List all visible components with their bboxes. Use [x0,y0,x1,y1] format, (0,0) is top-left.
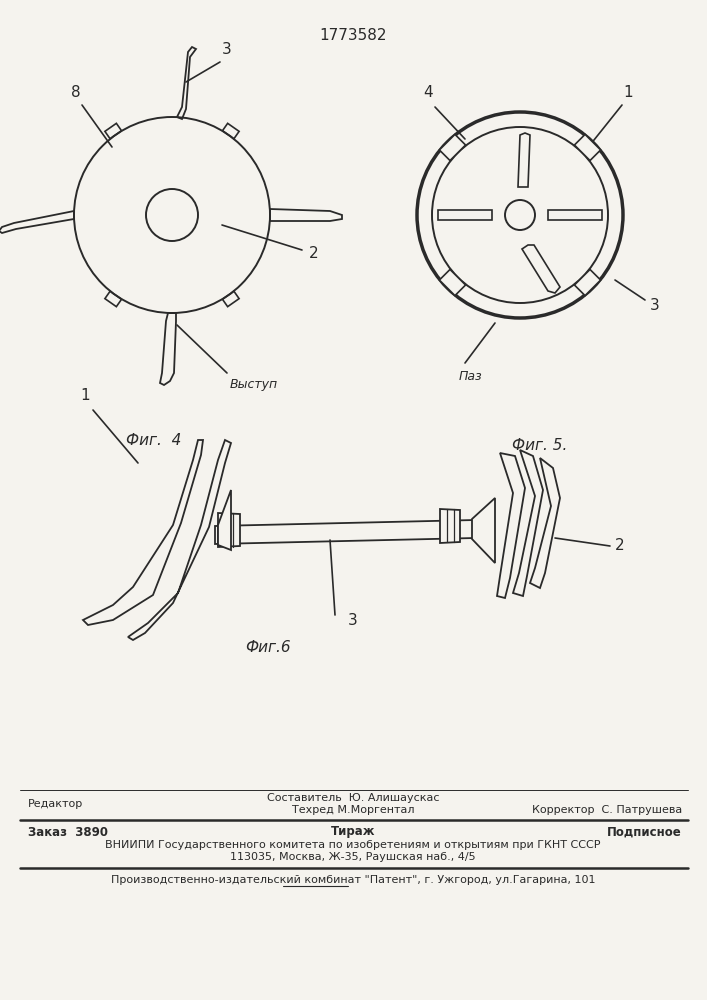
Text: Паз: Паз [458,370,481,383]
Text: 8: 8 [71,85,81,100]
Polygon shape [575,269,601,296]
Text: 3: 3 [348,613,358,628]
Polygon shape [218,490,231,550]
Polygon shape [128,440,231,640]
Polygon shape [215,520,475,544]
Text: Корректор  С. Патрушева: Корректор С. Патрушева [532,805,682,815]
Text: ВНИИПИ Государственного комитета по изобретениям и открытиям при ГКНТ СССР: ВНИИПИ Государственного комитета по изоб… [105,840,601,850]
Text: 3: 3 [650,298,660,312]
Text: 4: 4 [423,85,433,100]
Text: 113035, Москва, Ж-35, Раушская наб., 4/5: 113035, Москва, Ж-35, Раушская наб., 4/5 [230,852,476,862]
Circle shape [432,127,608,303]
Circle shape [417,112,623,318]
Polygon shape [513,450,543,596]
Text: Редактор: Редактор [28,799,83,809]
Text: 3: 3 [222,42,232,57]
Polygon shape [575,134,601,161]
Polygon shape [497,453,525,598]
Text: 1773582: 1773582 [320,28,387,43]
Text: Производственно-издательский комбинат "Патент", г. Ужгород, ул.Гагарина, 101: Производственно-издательский комбинат "П… [111,875,595,885]
Polygon shape [472,498,495,563]
Text: 1: 1 [80,388,90,403]
Text: Фиг.6: Фиг.6 [245,640,291,655]
Text: 1: 1 [623,85,633,100]
Text: Техред М.Моргентал: Техред М.Моргентал [292,805,414,815]
Polygon shape [530,458,560,588]
Text: 2: 2 [309,245,319,260]
Polygon shape [439,134,465,161]
Text: Подписное: Подписное [607,826,682,838]
Text: Выступ: Выступ [230,378,278,391]
Text: Фиг.  4: Фиг. 4 [127,433,182,448]
Polygon shape [440,509,460,543]
Polygon shape [218,513,240,547]
Text: Фиг. 5.: Фиг. 5. [513,438,568,453]
Text: Заказ  3890: Заказ 3890 [28,826,108,838]
Polygon shape [83,440,203,625]
Text: Составитель  Ю. Алишаускас: Составитель Ю. Алишаускас [267,793,439,803]
Polygon shape [439,269,465,296]
Text: Тираж: Тираж [331,826,375,838]
Text: 2: 2 [615,538,624,554]
